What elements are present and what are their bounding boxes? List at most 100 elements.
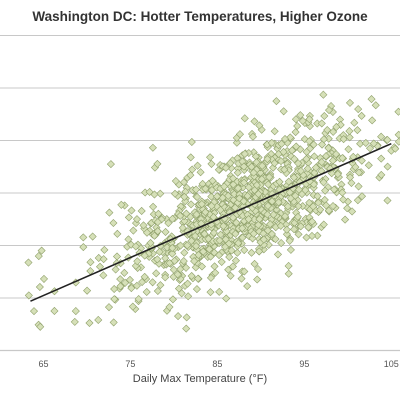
- data-point: [211, 268, 220, 277]
- data-point: [231, 256, 240, 265]
- data-point: [128, 302, 137, 311]
- data-point: [229, 174, 238, 183]
- data-point: [369, 139, 378, 148]
- data-point: [180, 248, 189, 257]
- data-point: [303, 164, 312, 173]
- data-point: [313, 192, 322, 201]
- data-point: [291, 128, 300, 137]
- data-point: [253, 275, 262, 284]
- data-point: [285, 236, 294, 245]
- data-point: [180, 192, 189, 201]
- data-point: [233, 168, 242, 177]
- data-point: [291, 191, 300, 200]
- data-point: [187, 271, 196, 281]
- data-point: [296, 222, 305, 231]
- x-tick-label: 75: [125, 359, 135, 369]
- data-point: [152, 269, 161, 278]
- data-point: [106, 160, 115, 169]
- data-point: [177, 289, 186, 298]
- data-point: [255, 121, 264, 130]
- data-point: [347, 178, 356, 187]
- data-point: [165, 303, 174, 312]
- data-point: [111, 265, 120, 274]
- data-point: [290, 155, 299, 164]
- data-point: [316, 205, 325, 214]
- data-point: [341, 215, 350, 224]
- data-point: [293, 121, 302, 131]
- data-point: [179, 257, 188, 266]
- data-point: [221, 242, 230, 251]
- data-point: [121, 278, 130, 287]
- data-point: [302, 154, 311, 164]
- data-point: [358, 192, 367, 201]
- data-point: [368, 116, 377, 125]
- data-point: [37, 246, 46, 255]
- data-point: [239, 162, 248, 171]
- data-point: [222, 294, 231, 303]
- data-point: [234, 239, 243, 248]
- data-point: [240, 267, 249, 276]
- data-point: [250, 259, 259, 268]
- data-point: [240, 114, 249, 123]
- data-point: [180, 217, 189, 226]
- data-point: [94, 315, 103, 324]
- data-point: [319, 220, 328, 229]
- data-point: [319, 90, 328, 99]
- data-point: [270, 159, 279, 168]
- data-point: [353, 126, 362, 135]
- data-point: [110, 284, 119, 294]
- data-point: [345, 133, 354, 142]
- data-point: [324, 144, 333, 153]
- data-point: [329, 127, 338, 136]
- data-point: [205, 245, 214, 254]
- data-point: [24, 291, 33, 300]
- data-point: [142, 287, 151, 296]
- data-point: [275, 177, 284, 186]
- data-point: [219, 221, 228, 231]
- data-point: [186, 171, 195, 180]
- data-point: [85, 318, 94, 328]
- data-point: [207, 159, 216, 168]
- data-point: [339, 195, 348, 204]
- data-point: [270, 127, 279, 136]
- data-point: [279, 107, 288, 116]
- data-point: [248, 234, 257, 243]
- data-point: [176, 265, 185, 274]
- data-point: [259, 235, 268, 244]
- data-point: [290, 225, 299, 234]
- x-tick-label: 85: [212, 359, 222, 369]
- data-point: [181, 263, 191, 272]
- data-point: [237, 274, 246, 283]
- data-point: [131, 261, 140, 270]
- data-point: [258, 161, 267, 170]
- data-point: [268, 189, 277, 199]
- data-point: [286, 245, 295, 254]
- data-point: [333, 170, 342, 179]
- data-point: [139, 221, 148, 230]
- data-point: [127, 284, 136, 293]
- data-point: [24, 258, 33, 267]
- data-point: [153, 159, 162, 168]
- x-tick-labels: 65 75 85 95 105: [38, 359, 398, 369]
- data-point: [99, 255, 108, 264]
- data-point: [313, 231, 322, 240]
- data-point: [132, 281, 141, 290]
- data-point: [34, 252, 43, 261]
- data-point: [298, 116, 307, 125]
- data-point: [134, 295, 143, 304]
- data-point: [161, 254, 170, 263]
- data-point: [383, 196, 392, 205]
- data-point: [196, 168, 205, 177]
- data-point: [192, 285, 201, 294]
- data-point: [304, 223, 313, 232]
- data-point: [197, 262, 206, 271]
- data-point: [394, 137, 400, 146]
- data-point: [324, 206, 333, 215]
- data-point: [248, 132, 257, 141]
- data-point: [221, 235, 230, 244]
- data-point: [308, 217, 317, 226]
- data-point: [206, 153, 215, 162]
- data-point: [231, 229, 240, 238]
